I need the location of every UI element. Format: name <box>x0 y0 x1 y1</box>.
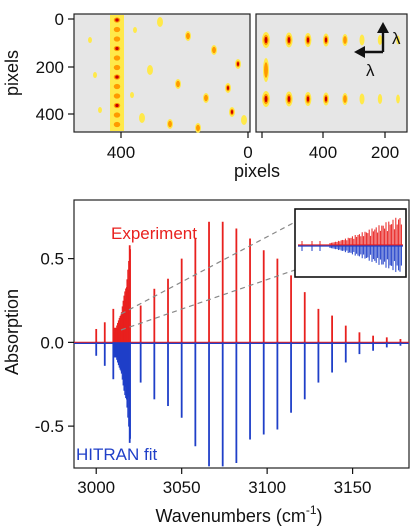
left-q-spot-mid <box>113 121 121 128</box>
left-detector-panel: 0 200 400 pixels 400 0 <box>2 10 253 162</box>
spectrum-panel: 3000 3050 3100 3150 0.5 0.0 -0.5 Experiment HI… <box>2 199 410 526</box>
right-spot-row1-core <box>287 96 291 102</box>
left-spot <box>241 115 247 125</box>
left-q-spot-mid <box>113 83 121 90</box>
right-spot-row0 <box>377 35 383 45</box>
spectrum-ytick-label: 0.5 <box>40 250 64 269</box>
left-q-spot-core <box>115 103 119 108</box>
spectrum-lines <box>74 221 409 467</box>
left-ylabel: pixels <box>2 50 22 96</box>
legend-hitran: HITRAN fit <box>76 445 158 464</box>
spectrum-xtick-label: 3050 <box>163 478 201 497</box>
spectrum-ylabel: Absorption <box>2 289 22 375</box>
left-ytick-400: 400 <box>36 105 64 124</box>
right-xtick-400: 400 <box>309 143 337 162</box>
right-spot-row0-core <box>287 37 291 43</box>
left-faint-spot <box>98 107 102 113</box>
left-spot-core <box>236 62 240 66</box>
left-q-spot-mid <box>113 55 121 61</box>
left-ytick-200: 200 <box>36 58 64 77</box>
inset <box>294 208 407 278</box>
left-faint-spot <box>130 92 134 98</box>
right-spot-row1-core <box>306 96 310 102</box>
right-spot-row1-mid <box>343 95 347 103</box>
lambda-horizontal-label: λ <box>366 61 375 80</box>
right-spot-row1 <box>396 94 400 104</box>
left-q-spot-mid <box>113 26 121 33</box>
left-xtick-400: 400 <box>107 143 135 162</box>
left-q-spot-mid <box>113 36 121 42</box>
lambda-vertical-label: λ <box>392 29 401 48</box>
left-q-spot-core <box>115 18 119 22</box>
spectrum-xlabel: Wavenumbers (cm-1) <box>155 503 322 526</box>
left-spot <box>139 113 145 123</box>
inset-lines <box>298 217 403 272</box>
left-spot <box>157 17 163 27</box>
right-spot-mid-mid <box>264 62 268 78</box>
legend-experiment: Experiment <box>111 224 197 243</box>
left-ytick-0: 0 <box>55 10 64 29</box>
right-xlabel: pixels <box>234 161 280 181</box>
left-q-spot-mid <box>113 93 121 99</box>
left-faint-spot <box>93 72 97 78</box>
right-image-spots <box>262 32 400 107</box>
right-spot-row0-core <box>324 37 328 43</box>
left-spot-mid <box>168 120 172 128</box>
left-faint-spot <box>133 27 137 33</box>
left-q-spot-mid <box>113 64 121 71</box>
spectrum-ytick-label: -0.5 <box>35 417 64 436</box>
right-spot-row0 <box>359 34 365 46</box>
left-faint-spot <box>88 37 92 43</box>
left-spot-mid <box>196 124 200 132</box>
right-spot-row0-core <box>264 36 268 44</box>
spectrum-xtick-label: 3100 <box>248 478 286 497</box>
left-xtick-0: 0 <box>243 143 252 162</box>
left-spot-core <box>226 86 230 90</box>
right-spot-row1 <box>377 94 383 104</box>
spectrum-xtick-label: 3000 <box>77 478 115 497</box>
right-spot-row1 <box>359 93 365 105</box>
right-xtick-200: 200 <box>371 143 399 162</box>
inset-guide-upper <box>120 220 298 315</box>
spectrum-axes: 3000 3050 3100 3150 0.5 0.0 -0.5 <box>35 250 372 497</box>
left-q-spot-core <box>115 75 119 79</box>
lambda-indicator: λ λ <box>354 22 401 80</box>
right-spot-row0 <box>396 35 400 45</box>
left-spot-mid <box>204 94 208 102</box>
left-image-background <box>73 13 251 133</box>
right-spot-row0-core <box>306 37 310 43</box>
spectrum-ytick-label: 0.0 <box>40 333 64 352</box>
right-spot-row0-mid <box>343 36 347 44</box>
right-spot-row1-core <box>264 95 268 103</box>
left-q-spot-core <box>115 46 119 51</box>
left-spot-mid <box>186 32 190 40</box>
left-spot-core <box>230 110 234 114</box>
right-spot-row1-core <box>324 96 328 102</box>
left-image-spots <box>88 15 247 133</box>
left-spot-mid <box>212 46 216 54</box>
left-spot-mid <box>176 80 180 88</box>
left-q-spot-mid <box>113 112 121 118</box>
left-spot <box>147 65 153 75</box>
right-detector-panel: λ λ 400 200 pixels <box>234 13 408 181</box>
spectrum-xtick-label: 3150 <box>334 478 372 497</box>
